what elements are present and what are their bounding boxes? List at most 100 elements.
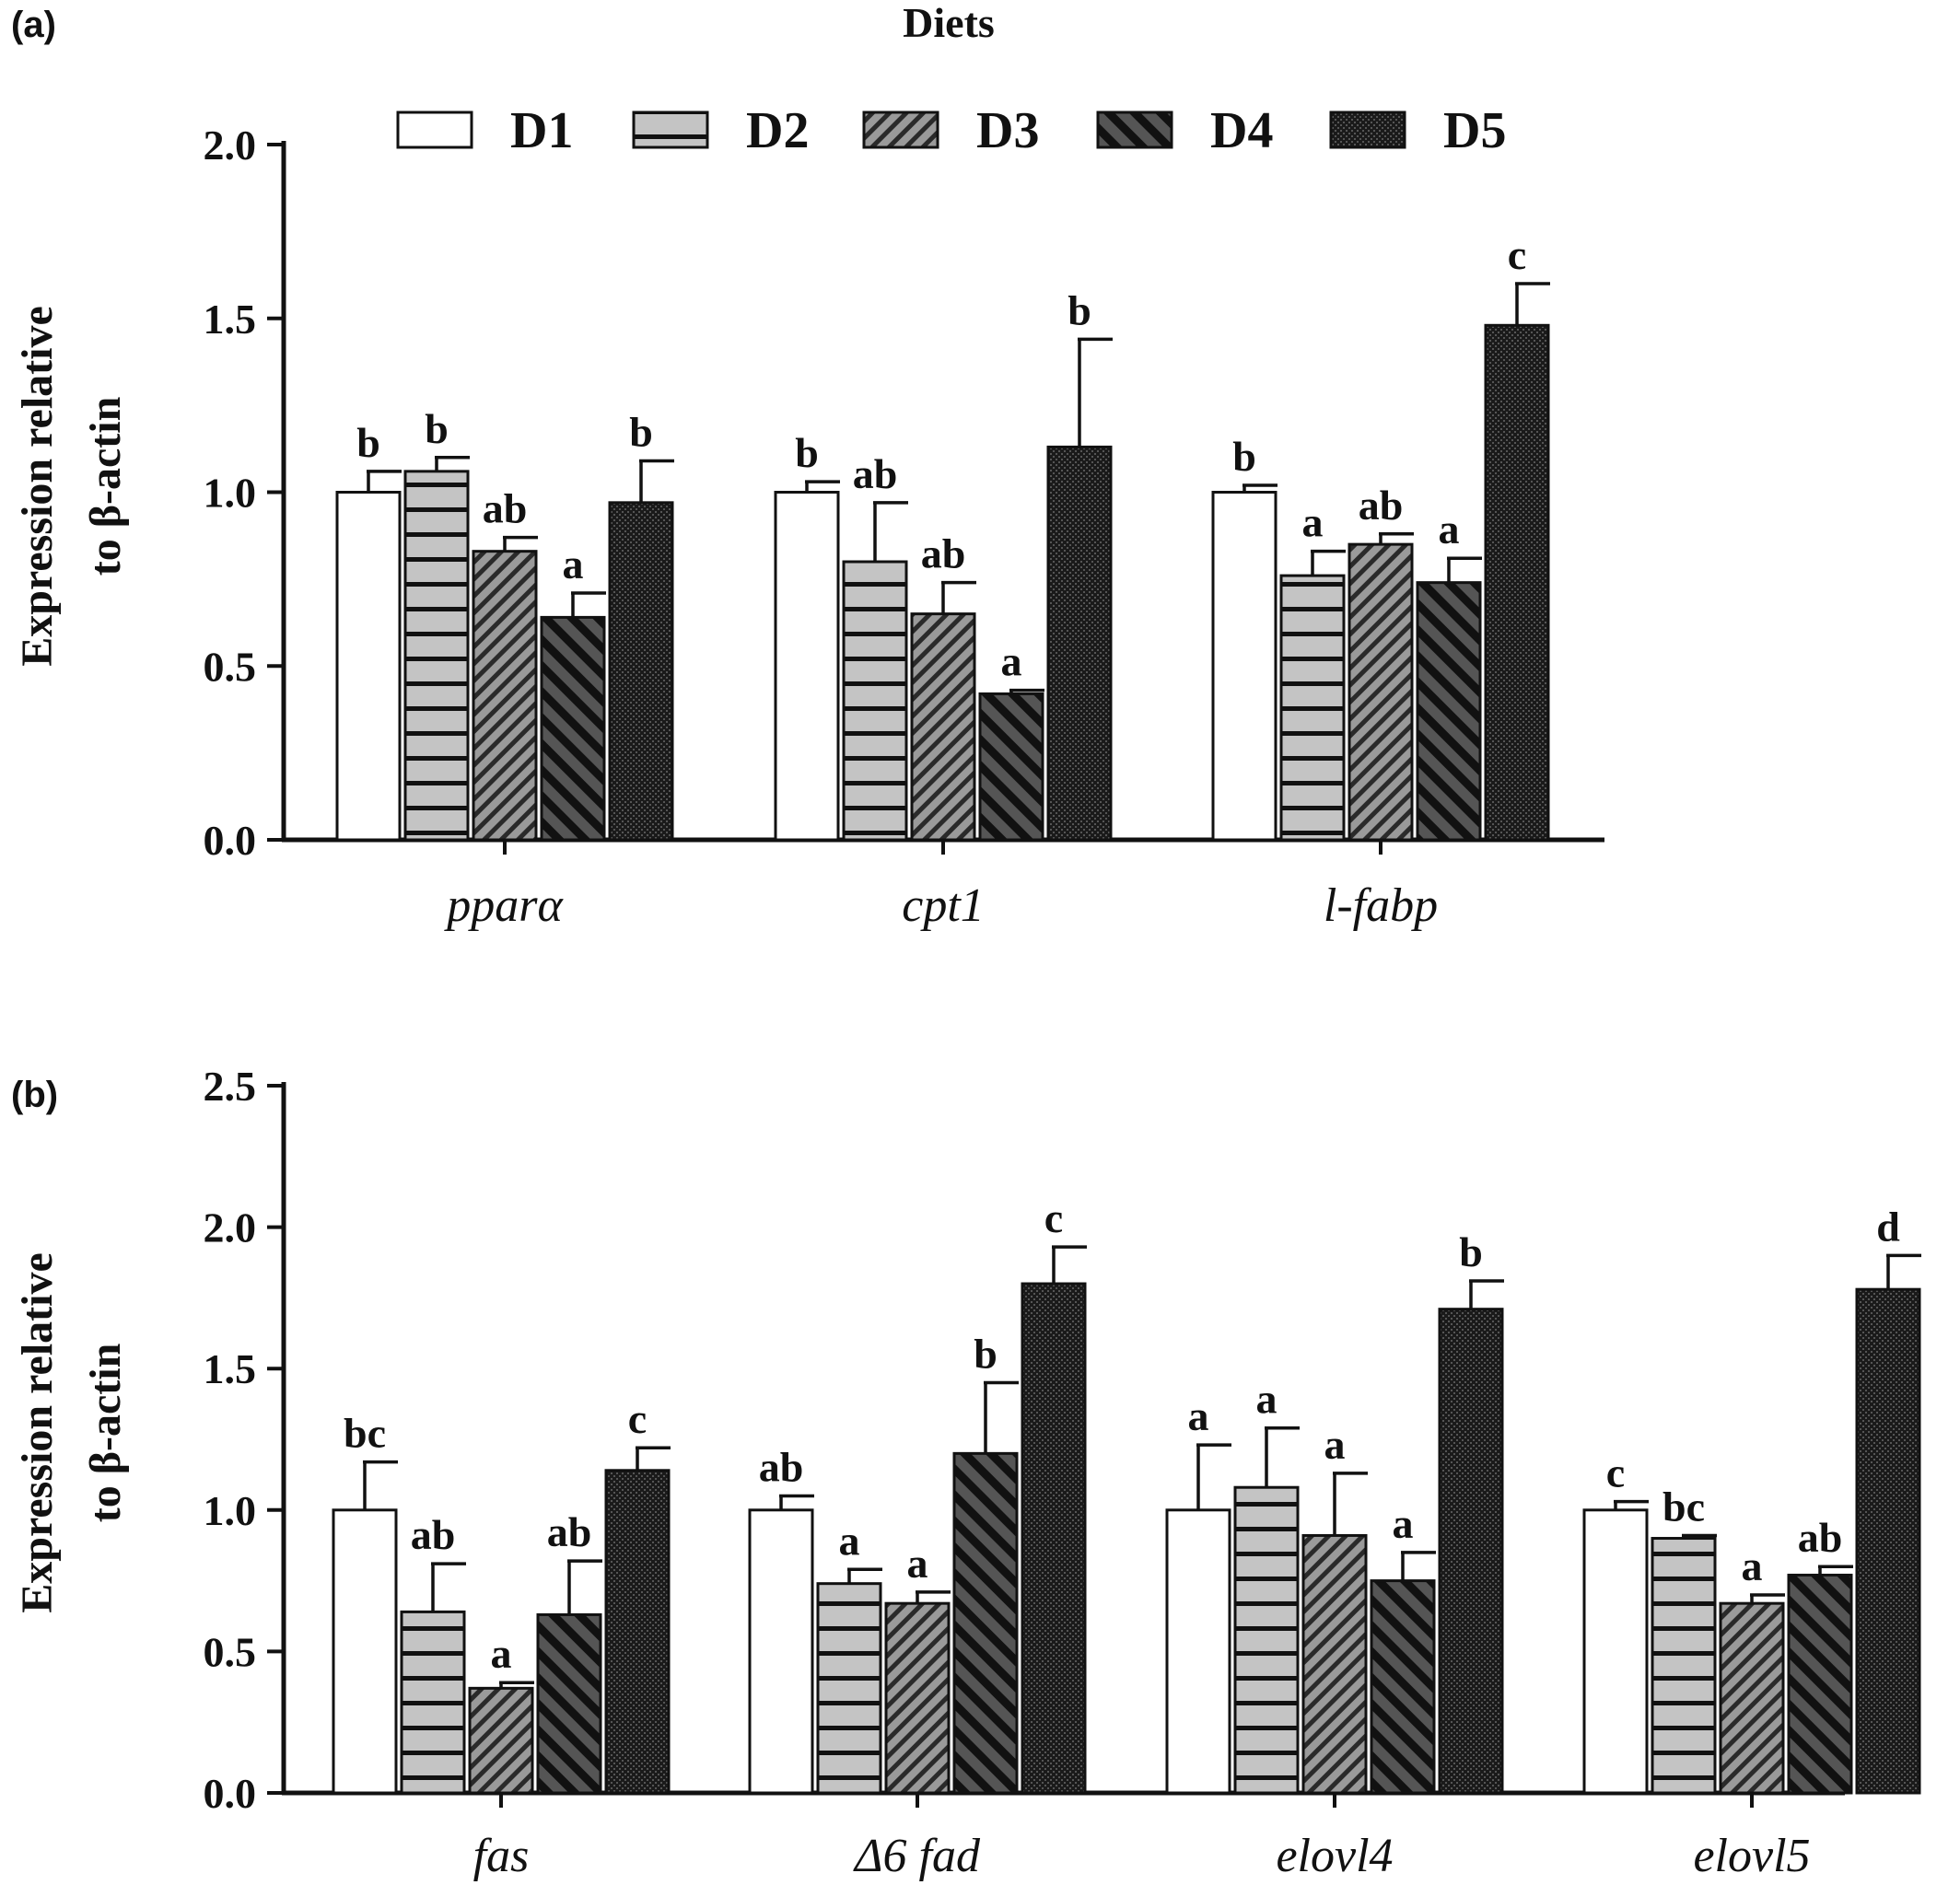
panel-a-significance-label: a <box>563 541 584 588</box>
panel-b-significance-label: c <box>628 1395 647 1442</box>
panel-b-bar-d4 <box>1787 1573 1853 1795</box>
panel-b-significance-label: a <box>1393 1500 1414 1547</box>
panel-a-bar-d3 <box>1348 542 1414 842</box>
panel-b-significance-label: a <box>1742 1542 1763 1589</box>
panel-b-significance-label: ab <box>1798 1514 1843 1561</box>
panel-b-significance-label: c <box>1044 1194 1063 1241</box>
panel-b-ytick-label: 2.0 <box>204 1204 257 1251</box>
legend-title: Diets <box>903 0 995 46</box>
panel-b-ytick-label: 0.5 <box>204 1628 257 1675</box>
legend-swatch-d5 <box>1329 111 1406 149</box>
legend-label-d5: D5 <box>1443 102 1506 159</box>
panel-b-bar-d2 <box>816 1582 882 1795</box>
panel-a-ytick-label: 1.5 <box>204 296 257 343</box>
panel-a-significance-label: b <box>1068 286 1091 333</box>
panel-b-ytick-label: 2.5 <box>204 1063 257 1110</box>
legend-label-d1: D1 <box>510 102 573 159</box>
panel-a-significance-label: ab <box>921 530 966 577</box>
panel-a-ytick-label: 0.0 <box>204 817 257 864</box>
panel-b-chart: Expression relative to β-actin 0.0 0.5 1.0… <box>13 1063 1921 1882</box>
panel-a-bar-d4 <box>978 692 1044 842</box>
panel-a-bar-d2 <box>403 470 470 842</box>
panel-b-ylabel-line2: to β-actin <box>81 1344 130 1523</box>
panel-b-ytick-label: 0.0 <box>204 1770 257 1817</box>
panel-b-significance-label: bc <box>344 1410 386 1457</box>
panel-b-bar-d4 <box>536 1612 602 1795</box>
panel-b-bar-d1 <box>748 1508 814 1795</box>
panel-b-bar-d2 <box>400 1610 466 1795</box>
panel-b-bar-d4 <box>952 1451 1019 1795</box>
panel-a-category-label: pparα <box>443 879 564 932</box>
legend-label-d2: D2 <box>746 102 809 159</box>
panel-b-bar-d1 <box>1582 1508 1649 1795</box>
panel-b-bar-d3 <box>1719 1601 1785 1795</box>
panel-a-ylabel-line1: Expression relative <box>13 306 62 667</box>
panel-a-significance-label: c <box>1508 231 1526 278</box>
panel-b-significance-label: ab <box>411 1511 456 1558</box>
panel-a-ylabel-line2: to β-actin <box>81 397 130 576</box>
panel-a-ytick-label: 0.5 <box>204 643 257 690</box>
panel-b-bar-d3 <box>1301 1533 1368 1795</box>
panel-a-bar-d5 <box>1046 445 1113 842</box>
legend: D1 D2 D3 D4 D5 <box>396 102 1506 159</box>
panel-b-bar-d5 <box>604 1469 671 1795</box>
legend-label-d3: D3 <box>976 102 1039 159</box>
panel-a-chart: Expression relative to β-actin 0.0 0.5 1.0… <box>13 122 1604 932</box>
panel-a-bar-d2 <box>842 560 908 842</box>
legend-swatch-d4 <box>1096 111 1173 149</box>
panel-a-category-label: l-fabp <box>1324 879 1438 932</box>
panel-a-category-label: cpt1 <box>902 879 985 932</box>
panel-b-bar-d5 <box>1021 1282 1087 1795</box>
panel-b-bar-d3 <box>884 1601 951 1795</box>
panel-a-bar-d5 <box>608 501 674 842</box>
panel-a-significance-label: a <box>1439 506 1460 553</box>
legend-swatch-d3 <box>862 111 939 149</box>
panel-b-bar-d4 <box>1370 1579 1436 1795</box>
legend-swatch-d2 <box>632 111 709 149</box>
panel-b-significance-label: a <box>907 1540 928 1587</box>
panel-a-significance-label: ab <box>1359 482 1404 529</box>
panel-a-bar-d4 <box>540 615 606 842</box>
panel-b-significance-label: a <box>491 1630 512 1677</box>
panel-b-significance-label: a <box>839 1517 860 1564</box>
panel-a-significance-label: a <box>1302 499 1324 546</box>
panel-b-bar-d1 <box>332 1508 398 1795</box>
panel-a-significance-label: a <box>1001 638 1022 685</box>
panel-b-significance-label: d <box>1876 1203 1900 1250</box>
panel-a-label: (a) <box>11 5 56 45</box>
panel-b-significance-label: b <box>1459 1228 1483 1275</box>
panel-b-category-label: Δ6 fad <box>853 1830 981 1882</box>
legend-label-d4: D4 <box>1210 102 1273 159</box>
panel-a-bar-d1 <box>335 491 402 842</box>
panel-a-significance-label: b <box>356 419 380 466</box>
panel-b-bar-d2 <box>1233 1485 1300 1795</box>
panel-b-significance-label: c <box>1606 1449 1625 1496</box>
legend-swatch-d1 <box>396 111 473 149</box>
panel-a-bar-d4 <box>1416 581 1482 842</box>
panel-a-significance-label: ab <box>483 485 528 532</box>
panel-a-significance-label: b <box>425 405 449 452</box>
panel-b-category-label: elovl4 <box>1276 1830 1393 1882</box>
panel-b-bar-d5 <box>1438 1308 1504 1795</box>
panel-b-ytick-label: 1.5 <box>204 1345 257 1392</box>
panel-a-bar-d3 <box>472 550 538 842</box>
panel-b-significance-label: ab <box>547 1508 592 1555</box>
panel-b-category-label: fas <box>473 1830 530 1882</box>
panel-a-bar-d1 <box>774 491 840 842</box>
panel-b-significance-label: a <box>1256 1376 1278 1423</box>
panel-a-significance-label: ab <box>853 450 898 497</box>
panel-a-bar-d2 <box>1279 574 1346 842</box>
panel-a-bar-d5 <box>1484 323 1550 842</box>
panel-b-category-label: elovl5 <box>1693 1830 1810 1882</box>
panel-b-ylabel-line1: Expression relative <box>13 1252 62 1613</box>
panel-b-bar-d5 <box>1855 1287 1921 1795</box>
panel-a-bar-d3 <box>910 612 976 842</box>
panel-b-bar-d3 <box>468 1686 534 1795</box>
panel-b-ytick-label: 1.0 <box>204 1487 257 1534</box>
panel-a-ytick-label: 2.0 <box>204 122 257 169</box>
panel-a-ytick-label: 1.0 <box>204 470 257 517</box>
panel-b-bar-d2 <box>1651 1537 1717 1795</box>
panel-b-significance-label: a <box>1324 1421 1346 1468</box>
panel-a-significance-label: b <box>629 409 653 456</box>
